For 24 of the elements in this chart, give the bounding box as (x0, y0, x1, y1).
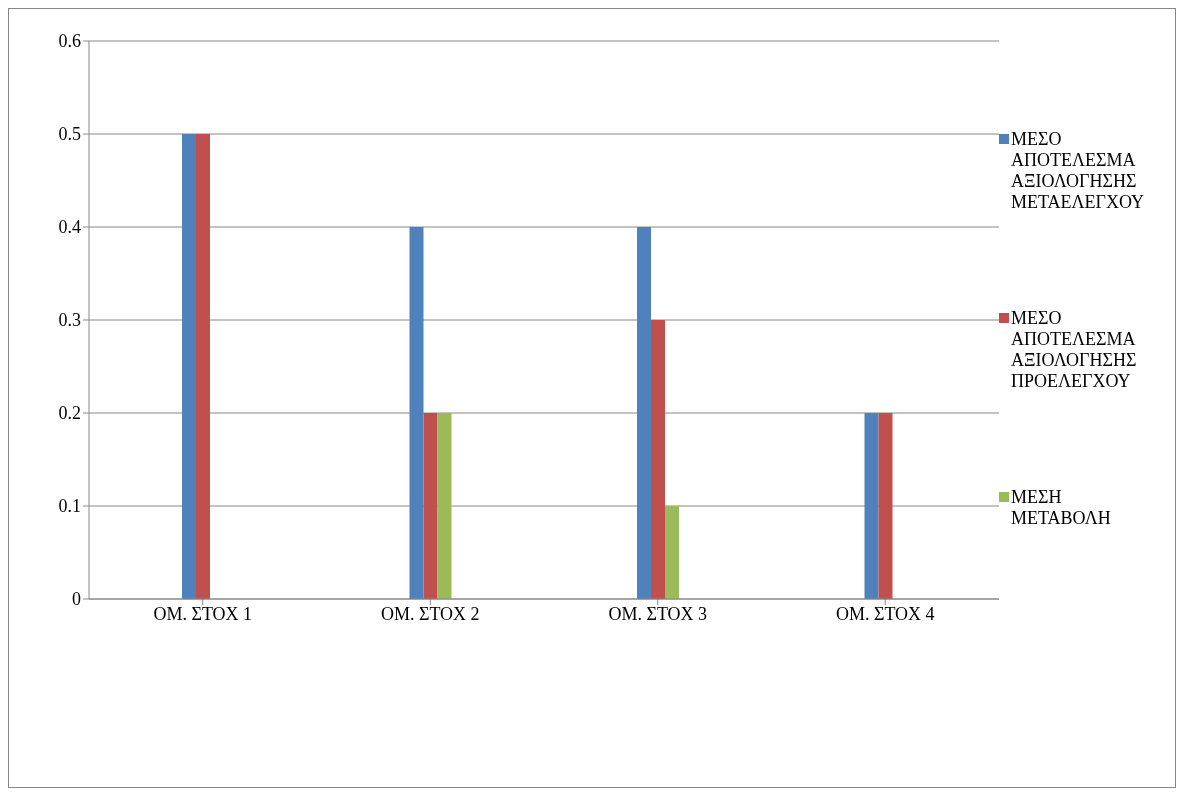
bar (196, 134, 210, 599)
bar (437, 413, 452, 599)
bar (637, 227, 651, 599)
y-tick-label: 0.5 (58, 124, 81, 145)
y-tick-label: 0.6 (58, 31, 81, 52)
bar (182, 134, 196, 599)
y-tick-label: 0.1 (58, 496, 81, 517)
x-tick-label: ΟΜ. ΣΤΟΧ 3 (608, 603, 708, 624)
bar (651, 320, 665, 599)
bar (409, 227, 424, 599)
bar (864, 413, 879, 599)
x-tick-label: ΟΜ. ΣΤΟΧ 2 (380, 603, 480, 624)
legend-label: ΜΕΣΗ ΜΕΤΑΒΟΛΗ (1011, 487, 1112, 529)
legend-label: ΜΕΣΟ ΑΠΟΤΕΛΕΣΜΑ ΑΞΙΟΛΟΓΗΣΗΣ ΜΕΤΑΕΛΕΓΧΟΥ (1011, 129, 1146, 213)
x-tick-label: ΟΜ. ΣΤΟΧ 1 (153, 603, 253, 624)
x-tick-label: ΟΜ. ΣΤΟΧ 4 (835, 603, 935, 624)
bar (665, 506, 679, 599)
y-tick-label: 0.2 (58, 403, 81, 424)
bar (423, 413, 438, 599)
legend-label: ΜΕΣΟ ΑΠΟΤΕΛΕΣΜΑ ΑΞΙΟΛΟΓΗΣΗΣ ΠΡΟΕΛΕΓΧΟΥ (1011, 308, 1138, 392)
bar (878, 413, 893, 599)
y-tick-label: 0.4 (58, 217, 81, 238)
y-tick-label: 0 (72, 589, 81, 610)
y-tick-label: 0.3 (58, 310, 81, 331)
